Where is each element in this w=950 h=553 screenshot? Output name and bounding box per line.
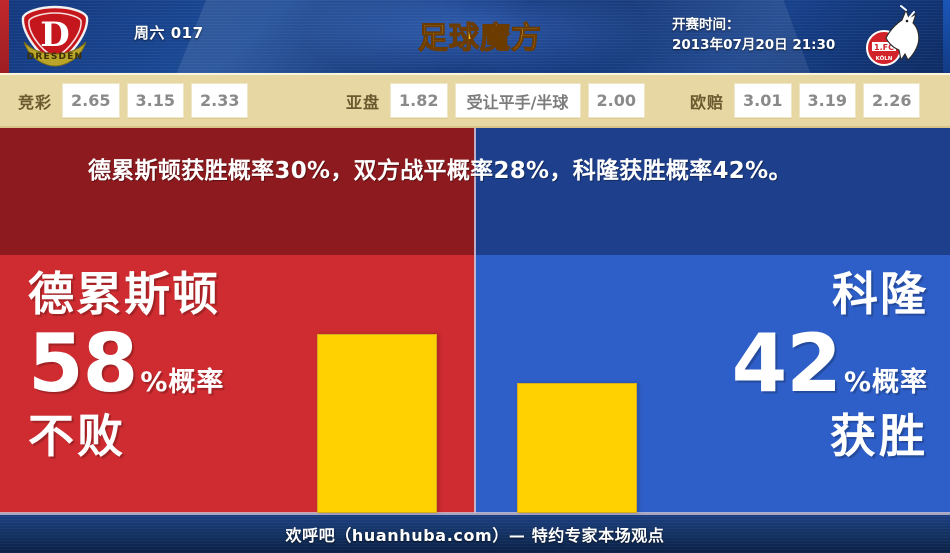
svg-text:KÖLN: KÖLN: [876, 55, 893, 62]
svg-text:D: D: [40, 15, 69, 55]
header-texture: [0, 0, 950, 73]
panel-divider: [474, 128, 476, 513]
odds-group-asian: 亚盘 1.82 受让平手/半球 2.00: [346, 75, 645, 126]
header-right-edge-strip: [943, 0, 950, 73]
home-team-stats: 德累斯顿 58 %概率 不败: [28, 268, 224, 462]
dynamo-dresden-crest-icon: D DRESDEN: [18, 4, 92, 68]
kickoff-label: 开赛时间：: [672, 17, 740, 33]
odds-group-label: 亚盘: [346, 92, 381, 112]
header-left-edge-strip: [0, 0, 9, 73]
odds-group-label: 欧赔: [690, 92, 725, 112]
home-probability-bar: [317, 334, 437, 513]
svg-text:足球魔方: 足球魔方: [418, 21, 542, 56]
away-probability-line: 42 %概率: [731, 317, 928, 410]
odds-value-away[interactable]: 2.33: [190, 83, 249, 118]
svg-text:1.FC: 1.FC: [874, 43, 894, 52]
odds-value-draw[interactable]: 3.15: [126, 83, 184, 118]
away-panel-top-band: [475, 128, 950, 255]
fc-koln-crest-icon: 1.FC KÖLN: [856, 4, 930, 68]
euro-odds-draw[interactable]: 3.19: [798, 83, 856, 118]
kickoff-time: 2013年07月20日 21:30: [672, 37, 836, 53]
header-bar: D DRESDEN 周六 017 足球魔方 开赛: [0, 0, 950, 73]
footer-texture: [0, 515, 950, 553]
away-team-stats: 科隆 42 %概率 获胜: [732, 268, 928, 462]
odds-group-label: 竞彩: [18, 92, 53, 112]
odds-value-home[interactable]: 2.65: [62, 83, 120, 118]
footer-text: 欢呼吧（huanhuba.com）— 特约专家本场观点: [285, 526, 665, 545]
kickoff-info: 开赛时间： 2013年07月20日 21:30: [672, 15, 835, 55]
home-panel-top-band: [0, 128, 475, 255]
asian-odds-home[interactable]: 1.82: [390, 83, 448, 118]
home-probability-number: 58: [28, 317, 138, 410]
euro-odds-away[interactable]: 2.26: [862, 83, 921, 118]
home-team-name: 德累斯顿: [28, 267, 220, 321]
footer-divider: [0, 512, 950, 515]
away-team-name: 科隆: [832, 267, 928, 321]
probability-chart: 德累斯顿获胜概率30%，双方战平概率28%，科隆获胜概率42%。 德累斯顿 58…: [0, 128, 950, 513]
brand-logo: 足球魔方: [418, 13, 542, 59]
footer-bar: 欢呼吧（huanhuba.com）— 特约专家本场观点: [0, 515, 950, 553]
home-outcome-label: 不败: [28, 409, 126, 463]
odds-bar: 竞彩 2.65 3.15 2.33 亚盘 1.82 受让平手/半球 2.00 欧…: [0, 73, 950, 128]
home-probability-unit: %概率: [140, 367, 225, 398]
odds-group-european: 欧赔 3.01 3.19 2.26: [690, 75, 921, 126]
away-probability-unit: %概率: [843, 367, 928, 398]
away-outcome-label: 获胜: [830, 409, 928, 463]
away-probability-number: 42: [731, 317, 842, 410]
asian-odds-away[interactable]: 2.00: [587, 83, 645, 118]
match-label: 周六 017: [134, 24, 204, 42]
away-probability-bar: [517, 383, 637, 513]
home-probability-line: 58 %概率: [28, 317, 225, 410]
headline-text: 德累斯顿获胜概率30%，双方战平概率28%，科隆获胜概率42%。: [88, 158, 792, 184]
svg-text:DRESDEN: DRESDEN: [27, 52, 84, 62]
odds-group-jingcai: 竞彩 2.65 3.15 2.33: [18, 75, 249, 126]
asian-handicap-line[interactable]: 受让平手/半球: [454, 83, 581, 118]
euro-odds-home[interactable]: 3.01: [734, 83, 792, 118]
